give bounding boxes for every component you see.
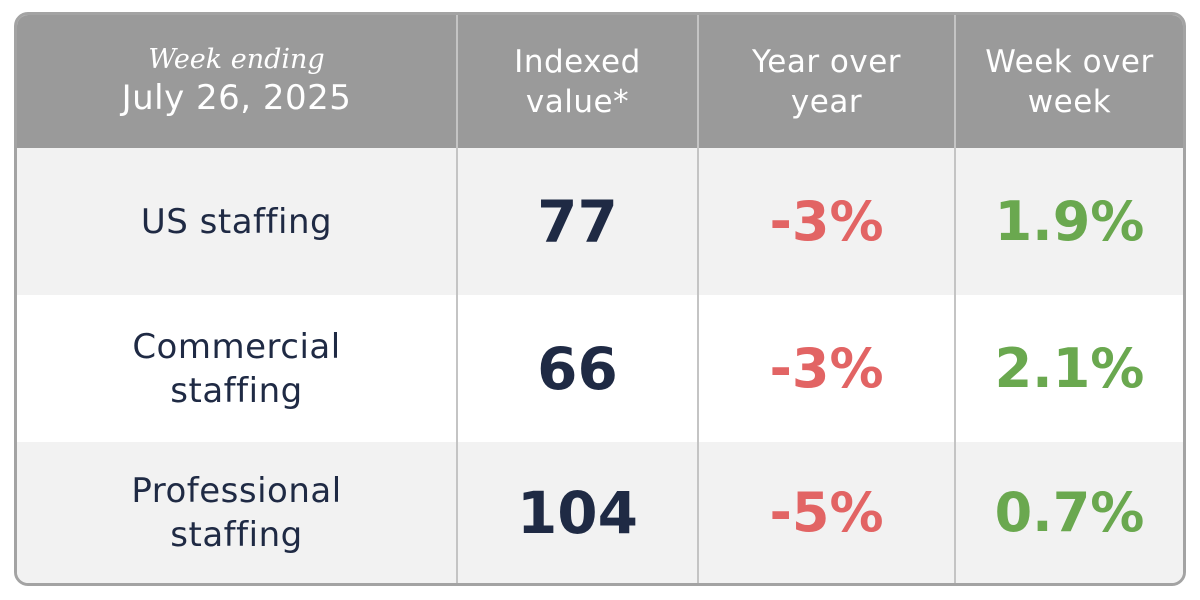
yoy-commercial-staffing: -3% bbox=[699, 295, 956, 442]
yoy-us-staffing: -3% bbox=[699, 148, 956, 295]
yoy-professional-staffing: -5% bbox=[699, 442, 956, 583]
row-label-line: US staffing bbox=[140, 201, 333, 242]
header-indexed-line1: Indexed bbox=[514, 43, 641, 80]
row-label-commercial-staffing: Commercial staffing bbox=[17, 295, 458, 442]
header-year-over-year: Year over year bbox=[699, 15, 956, 148]
wow-professional-staffing: 0.7% bbox=[956, 442, 1183, 583]
row-label-professional-staffing: Professional staffing bbox=[17, 442, 458, 583]
header-yoy-line1: Year over bbox=[751, 43, 902, 80]
row-label-line: Professional bbox=[131, 470, 342, 511]
wow-us-staffing: 1.9% bbox=[956, 148, 1183, 295]
row-label-us-staffing: US staffing bbox=[17, 148, 458, 295]
week-ending-label: Week ending bbox=[148, 43, 325, 75]
header-week-ending: Week ending July 26, 2025 bbox=[17, 15, 458, 148]
row-label-line: staffing bbox=[170, 514, 303, 555]
header-week-over-week: Week over week bbox=[956, 15, 1183, 148]
week-ending-date: July 26, 2025 bbox=[121, 77, 352, 118]
indexed-value-professional-staffing: 104 bbox=[458, 442, 699, 583]
header-yoy-line2: year bbox=[790, 83, 863, 120]
row-label-line: staffing bbox=[170, 370, 303, 411]
wow-commercial-staffing: 2.1% bbox=[956, 295, 1183, 442]
header-wow-line1: Week over bbox=[985, 43, 1154, 80]
row-label-line: Commercial bbox=[132, 326, 341, 367]
header-indexed-value: Indexed value* bbox=[458, 15, 699, 148]
indexed-value-us-staffing: 77 bbox=[458, 148, 699, 295]
indexed-value-commercial-staffing: 66 bbox=[458, 295, 699, 442]
staffing-index-table: Week ending July 26, 2025 Indexed value*… bbox=[14, 12, 1186, 586]
header-wow-line2: week bbox=[1027, 83, 1112, 120]
header-indexed-line2: value* bbox=[525, 83, 630, 120]
